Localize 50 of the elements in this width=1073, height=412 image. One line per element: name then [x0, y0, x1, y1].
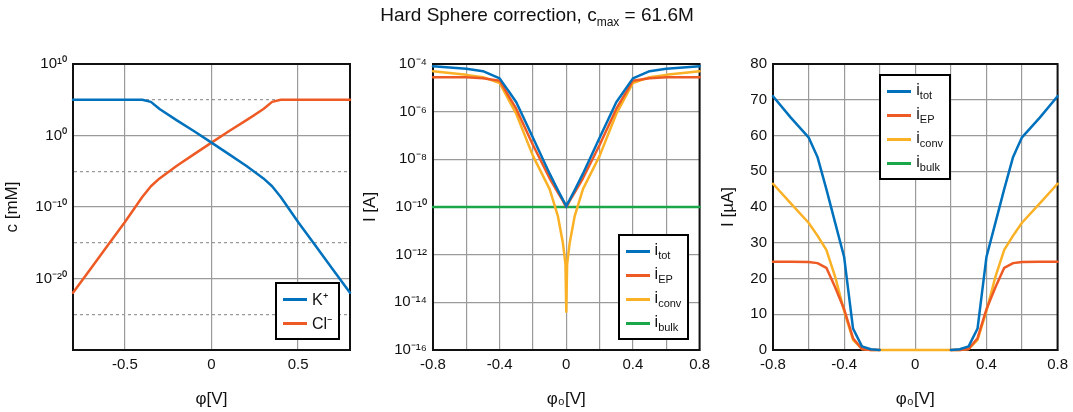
x-axis-title: φ₀[V] [895, 389, 935, 409]
y-tick-label: 60 [750, 125, 767, 143]
y-tick-label: 10¹⁰ [40, 54, 67, 72]
y-tick-label: 10⁻⁸ [398, 149, 427, 167]
x-tick-label: -0.8 [420, 355, 446, 373]
x-axis-title: φ₀[V] [546, 389, 586, 409]
y-tick-label: 80 [750, 54, 767, 72]
x-tick-label: 0 [911, 355, 920, 373]
x-tick-label: 0.8 [1047, 355, 1068, 373]
x-tick-label: -0.4 [486, 355, 513, 373]
y-tick-label: 10⁻¹⁰ [395, 197, 427, 215]
x-tick-label: 0.4 [622, 355, 644, 373]
x-tick-label: -0.5 [112, 355, 138, 373]
y-tick-label: 70 [750, 89, 767, 107]
x-axis-title: φ[V] [195, 389, 228, 409]
legend-label: i$_{conv}$ [916, 128, 944, 150]
y-tick-label: 10⁻⁴ [398, 54, 427, 72]
y-tick-label: 10⁻¹⁶ [394, 340, 427, 358]
y-tick-label: 10 [750, 304, 767, 322]
y-tick-label: 0 [758, 340, 767, 358]
x-tick-label: 0 [562, 355, 571, 373]
y-tick-label: 40 [750, 197, 767, 215]
y-tick-label: 10⁻⁶ [399, 101, 427, 119]
y-axis-title: c [mM] [1, 181, 21, 233]
y-tick-label: 50 [750, 161, 767, 179]
legend-label: i$_{EP}$ [654, 264, 673, 286]
legend-label: i$_{tot}$ [654, 240, 671, 262]
y-tick-label: 20 [750, 268, 767, 286]
legend-label: i$_{EP}$ [916, 104, 935, 126]
y-tick-label: 10⁻²⁰ [35, 268, 67, 286]
chart-title: Hard Sphere correction, c$_{max}$ = 61.6M [379, 3, 695, 31]
y-tick-label: 10⁻¹² [395, 244, 427, 262]
legend-label: i$_{bulk}$ [654, 312, 679, 334]
y-tick-label: 10⁻¹⁰ [35, 197, 67, 215]
legend-label: K⁺ [312, 290, 328, 310]
y-tick-label: 30 [750, 232, 767, 250]
x-tick-label: 0.4 [976, 355, 997, 373]
legend-label: i$_{bulk}$ [916, 152, 941, 174]
legend-label: i$_{conv}$ [654, 288, 682, 310]
y-axis-title: I [µA] [717, 186, 737, 228]
legend-label: Cl⁻ [312, 314, 333, 334]
x-tick-label: -0.8 [760, 355, 786, 373]
y-tick-label: 10⁻¹⁴ [393, 292, 427, 310]
y-axis-title: I [A] [359, 191, 379, 223]
x-tick-label: -0.4 [831, 355, 858, 373]
x-tick-label: 0.5 [287, 355, 309, 373]
legend-label: i$_{tot}$ [916, 80, 933, 102]
y-tick-label: 10⁰ [45, 125, 67, 143]
x-tick-label: 0 [207, 355, 216, 373]
x-tick-label: 0.8 [689, 355, 710, 373]
